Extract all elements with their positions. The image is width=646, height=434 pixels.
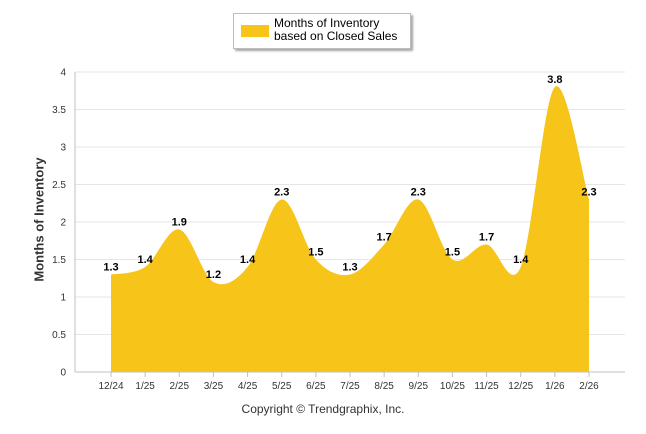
- y-tick-label: 4: [60, 68, 66, 79]
- x-tick-label: 8/25: [374, 381, 394, 392]
- x-tick-label: 7/25: [340, 381, 360, 392]
- y-tick-label: 2: [60, 218, 66, 229]
- x-tick-label: 9/25: [409, 381, 429, 392]
- x-tick-label: 1/25: [135, 381, 155, 392]
- x-tick-label: 2/26: [579, 381, 599, 392]
- data-label: 1.2: [206, 269, 221, 281]
- x-tick-label: 5/25: [272, 381, 292, 392]
- data-label: 3.8: [547, 74, 562, 86]
- data-label: 1.4: [240, 254, 256, 266]
- x-tick-label: 12/24: [98, 381, 123, 392]
- y-tick-label: 3.5: [52, 105, 66, 116]
- area-fill: [111, 86, 589, 373]
- data-label: 1.4: [513, 254, 529, 266]
- y-tick-label: 0: [60, 368, 66, 379]
- x-axis-ticks: 12/24 1/25 2/25 3/25 4/25 5/25 6/25 7/25 8/25 9/2…: [98, 372, 599, 392]
- x-tick-label: 3/25: [204, 381, 224, 392]
- y-tick-label: 0.5: [52, 330, 66, 341]
- data-labels: 1.3 1.4 1.9 1.2 1.4 2.3 1.5 1.3 1.7 2.3 1.5 1.7 1.4 3…: [103, 74, 596, 281]
- data-label: 2.3: [274, 187, 289, 199]
- data-label: 1.5: [445, 247, 460, 259]
- x-tick-label: 12/25: [508, 381, 533, 392]
- data-label: 1.5: [308, 247, 323, 259]
- data-label: 1.9: [172, 217, 187, 229]
- legend-label: Months of Inventory based on Closed Sale…: [274, 16, 398, 43]
- x-tick-label: 11/25: [474, 381, 499, 392]
- data-label: 1.7: [479, 232, 494, 244]
- y-axis-title: Months of Inventory: [31, 157, 47, 282]
- x-tick-label: 1/26: [545, 381, 565, 392]
- legend: Months of Inventory based on Closed Sale…: [233, 13, 411, 49]
- area-series: [111, 86, 589, 373]
- legend-swatch: [241, 25, 269, 37]
- data-label: 1.3: [342, 262, 357, 274]
- x-tick-label: 10/25: [440, 381, 465, 392]
- data-label: 1.7: [376, 232, 391, 244]
- y-axis-ticks: 0 0.5 1 1.5 2 2.5 3 3.5 4: [52, 68, 66, 379]
- y-tick-label: 1.5: [52, 255, 66, 266]
- y-tick-label: 1: [60, 293, 66, 304]
- y-tick-label: 2.5: [52, 180, 66, 191]
- x-tick-label: 4/25: [238, 381, 258, 392]
- y-tick-label: 3: [60, 143, 66, 154]
- x-tick-label: 2/25: [170, 381, 190, 392]
- x-tick-label: 6/25: [306, 381, 326, 392]
- data-label: 1.4: [137, 254, 153, 266]
- data-label: 2.3: [581, 187, 596, 199]
- data-label: 2.3: [411, 187, 426, 199]
- data-label: 1.3: [103, 262, 118, 274]
- copyright-footer: Copyright © Trendgraphix, Inc.: [241, 402, 405, 416]
